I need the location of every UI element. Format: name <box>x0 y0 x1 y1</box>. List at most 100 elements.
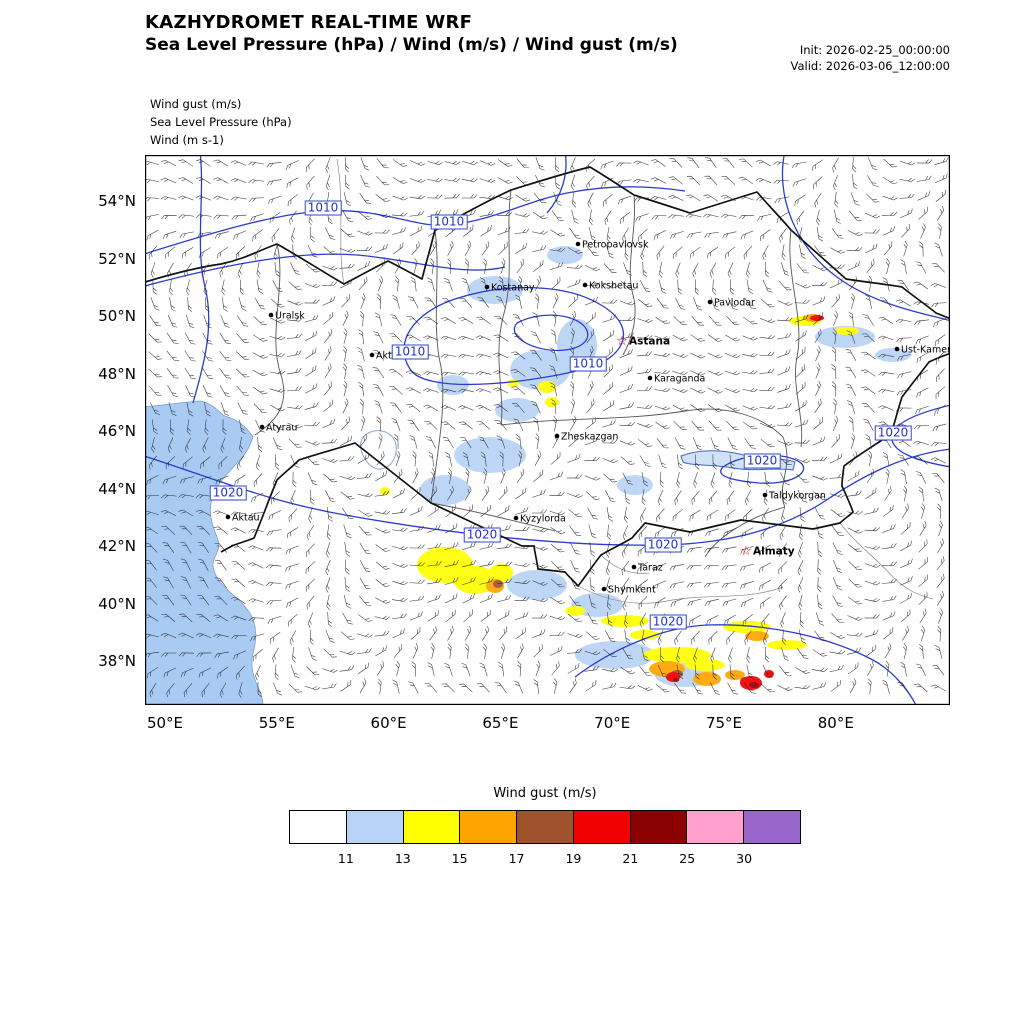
city-label: Ust-Kamen <box>901 345 950 356</box>
city-dot-icon <box>631 564 637 570</box>
city-dot-icon <box>601 586 607 592</box>
colorbar-tick: 19 <box>565 851 582 866</box>
lat-tick-label: 50°N <box>98 307 136 325</box>
map-frame <box>145 155 950 705</box>
city-markers: Petropavlovsk Kostanay Kokshetau Pavlodar Ur… <box>225 240 950 596</box>
city-label: Pavlodar <box>714 298 755 309</box>
city-dot-icon <box>894 346 900 352</box>
colorbar-cell <box>687 811 745 843</box>
pressure-contour-label: 1020 <box>874 425 912 441</box>
city-label: Kostanay <box>491 283 535 294</box>
city-dot-icon <box>225 514 231 520</box>
colorbar-cell <box>346 811 404 843</box>
lon-tick-label: 60°E <box>370 714 407 732</box>
colorbar-cell <box>290 811 347 843</box>
lat-tick-label: 42°N <box>98 537 136 555</box>
run-metadata: Init: 2026-02-25_00:00:00 Valid: 2026-03… <box>690 42 950 74</box>
pressure-contour-label: 1020 <box>649 614 687 630</box>
colorbar-tick: 13 <box>394 851 411 866</box>
sea-shading <box>145 400 264 705</box>
lon-tick-label: 55°E <box>258 714 295 732</box>
city-label: Aktau <box>232 513 260 524</box>
city-label: Taraz <box>637 563 663 574</box>
pressure-contour-label: 1010 <box>304 200 342 216</box>
key-wind-gust: Wind gust (m/s) <box>150 97 242 111</box>
city-dot-icon <box>762 492 768 498</box>
colorbar-tick: 25 <box>679 851 696 866</box>
city-label: Atyrau <box>266 423 297 434</box>
lat-tick-label: 54°N <box>98 192 136 210</box>
page-subtitle: Sea Level Pressure (hPa) / Wind (m/s) / … <box>145 35 678 55</box>
colorbar-cell <box>630 811 688 843</box>
lat-tick-label: 44°N <box>98 479 136 498</box>
pressure-contours <box>145 155 950 705</box>
city-label: Kokshetau <box>589 281 638 292</box>
colorbar-tick: 11 <box>337 851 354 866</box>
colorbar-cell <box>460 811 518 843</box>
colorbar-tick: 21 <box>622 851 639 866</box>
lon-tick-label: 70°E <box>594 714 631 732</box>
latitude-axis: 54°N 52°N 50°N 48°N 46°N 44°N 42°N 40°N 38°N <box>60 155 136 705</box>
colorbar-tick: 15 <box>451 851 468 866</box>
pressure-contour-label: 1020 <box>463 527 501 543</box>
colorbar-cell <box>744 811 801 843</box>
city-dot-icon <box>259 424 265 430</box>
lon-tick-label: 65°E <box>482 714 519 732</box>
colorbar-ticks: 11 13 15 17 19 21 25 30 <box>289 851 801 871</box>
lon-tick-label: 80°E <box>817 714 854 732</box>
pressure-contour-label: 1010 <box>569 356 607 372</box>
pressure-contour-label: 1020 <box>209 485 247 501</box>
lat-tick-label: 52°N <box>98 249 136 268</box>
lon-tick-label: 50°E <box>146 714 184 732</box>
oblast-borders <box>254 189 803 558</box>
city-label: Kyzylorda <box>520 514 566 525</box>
city-star-icon: ☆ <box>616 334 628 349</box>
city-dot-icon <box>647 375 653 381</box>
city-label: Zheskazgan <box>561 432 618 443</box>
longitude-axis: 50°E 55°E 60°E 65°E 70°E 75°E 80°E <box>145 714 950 738</box>
colorbar-tick: 17 <box>508 851 525 866</box>
city-dot-icon <box>268 312 274 318</box>
colorbar-cell <box>573 811 631 843</box>
pressure-contour-label: 1010 <box>430 214 468 230</box>
city-label: Shymkent <box>608 585 656 596</box>
map-field-key: Wind gust (m/s) Sea Level Pressure (hPa)… <box>150 95 292 149</box>
colorbar-cell <box>403 811 461 843</box>
init-time: Init: 2026-02-25_00:00:00 <box>799 43 950 57</box>
map-area: Petropavlovsk Kostanay Kokshetau Pavlodar Ur… <box>145 155 950 705</box>
city-dot-icon <box>707 299 713 305</box>
key-wind: Wind (m s-1) <box>150 133 224 147</box>
colorbar-cell <box>517 811 574 843</box>
city-dot-icon <box>575 241 581 247</box>
map-canvas: Petropavlovsk Kostanay Kokshetau Pavlodar Ur… <box>145 155 950 705</box>
lat-tick-label: 38°N <box>98 652 136 670</box>
city-dot-icon <box>484 284 490 290</box>
key-slp: Sea Level Pressure (hPa) <box>150 115 292 129</box>
city-label: Astana <box>629 336 670 348</box>
country-border <box>145 166 950 587</box>
city-dot-icon <box>369 352 375 358</box>
city-dot-icon <box>582 282 588 288</box>
pressure-contour-label: 1010 <box>391 344 429 360</box>
colorbar-title: Wind gust (m/s) <box>493 786 597 801</box>
lat-tick-label: 40°N <box>98 594 136 613</box>
lat-tick-label: 46°N <box>98 422 136 440</box>
colorbar: Wind gust (m/s) 11 13 15 17 19 21 25 30 <box>289 786 801 871</box>
city-label: Uralsk <box>275 311 305 322</box>
pressure-contour-label: 1020 <box>743 453 781 469</box>
valid-time: Valid: 2026-03-06_12:00:00 <box>790 59 950 73</box>
gust-shading <box>380 246 911 690</box>
city-dot-icon <box>513 515 519 521</box>
page-title: KAZHYDROMET REAL-TIME WRF <box>145 12 473 33</box>
lon-tick-label: 75°E <box>705 714 743 732</box>
foreign-borders <box>336 158 934 604</box>
city-label: Karaganda <box>654 374 705 385</box>
colorbar-bar <box>289 810 801 844</box>
city-label: Taldykorgan <box>768 491 826 502</box>
city-dot-icon <box>554 433 560 439</box>
pressure-contour-label: 1020 <box>644 537 682 553</box>
city-label: Almaty <box>753 546 795 558</box>
wind-barbs <box>145 156 949 698</box>
city-label: Petropavlovsk <box>582 240 649 251</box>
